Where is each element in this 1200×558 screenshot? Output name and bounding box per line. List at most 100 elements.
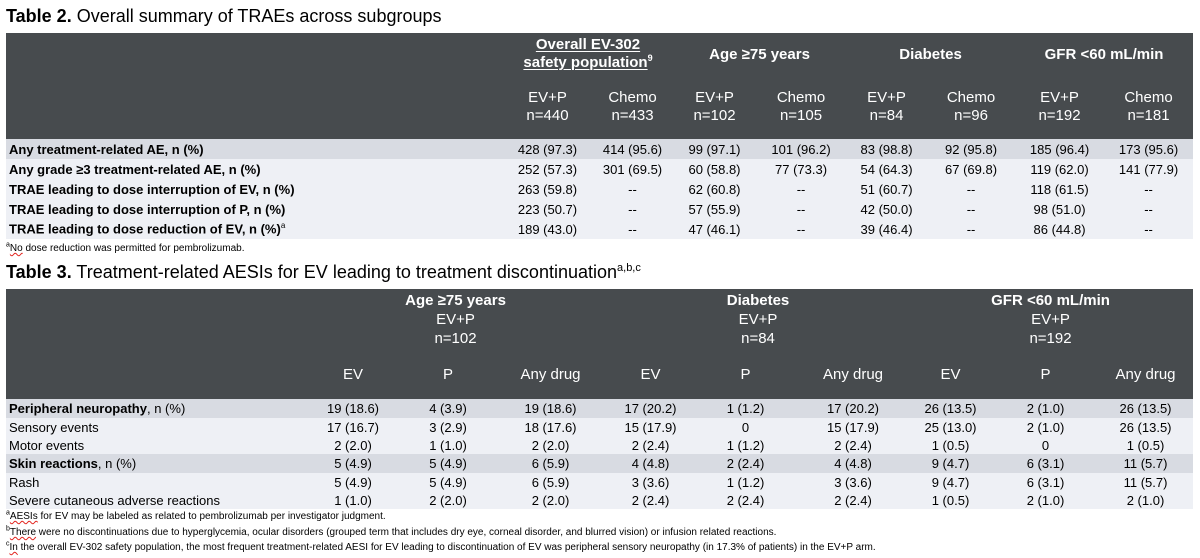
table3-caption: Table 3. Treatment-related AESIs for EV … xyxy=(6,261,641,283)
table-cell: 2 (1.0) xyxy=(993,418,1099,436)
table-cell: -- xyxy=(1104,219,1194,239)
table-cell: 26 (13.5) xyxy=(1098,418,1194,436)
table-cell: 99 (97.1) xyxy=(673,139,757,159)
table2-group-overall-line1: Overall EV-302 xyxy=(535,36,641,53)
table2-group-age-title: Age ≥75 years xyxy=(709,45,810,63)
table-cell: 118 (61.5) xyxy=(1015,179,1105,199)
table-cell: 101 (96.2) xyxy=(756,139,847,159)
table3-footnote-a: aAESIs for EV may be labeled as related … xyxy=(6,510,386,523)
table-row: Sensory events 17 (16.7) 3 (2.9) 18 (17.… xyxy=(6,418,1194,436)
table2-group-age: Age ≥75 years xyxy=(673,33,847,75)
table2-subcol: Chemo n=181 xyxy=(1104,75,1194,139)
table-cell: 2 (2.0) xyxy=(493,491,609,509)
table2-subcol: EV+P n=84 xyxy=(846,75,928,139)
table2-caption: Table 2. Overall summary of TRAEs across… xyxy=(6,5,442,27)
table2-group-diabetes: Diabetes xyxy=(846,33,1016,75)
row-label: TRAE leading to dose interruption of P, … xyxy=(6,199,503,219)
table3-subcol: P xyxy=(403,349,493,399)
table3-footnote-b: bThere were no discontinuations due to h… xyxy=(6,526,776,539)
table-cell: 428 (97.3) xyxy=(503,139,592,159)
footnote-marker: c xyxy=(6,540,10,548)
table2-group-gfr: GFR <60 mL/min xyxy=(1015,33,1194,75)
table2-corner xyxy=(6,33,503,75)
table3-group-title: Diabetes xyxy=(726,291,790,309)
table3-footnote-c: cIn the overall EV-302 safety population… xyxy=(6,541,876,554)
row-label: Rash xyxy=(6,473,303,491)
table2-group-overall-sup: 9 xyxy=(647,53,653,63)
table3-caption-sup: a,b,c xyxy=(617,262,641,274)
table-row: Peripheral neuropathy, n (%) 19 (18.6) 4… xyxy=(6,399,1194,418)
table-cell: 2 (1.0) xyxy=(993,491,1099,509)
table2-subheader-blank xyxy=(6,75,503,139)
footnote-marker: a xyxy=(6,241,10,249)
table-cell: 263 (59.8) xyxy=(503,179,592,199)
table-row: Any treatment-related AE, n (%) 428 (97.… xyxy=(6,139,1194,159)
subcol-n: n=440 xyxy=(526,107,569,124)
table-cell: 1 (1.2) xyxy=(693,399,799,418)
table-cell: 141 (77.9) xyxy=(1104,159,1194,179)
table-cell: 19 (18.6) xyxy=(303,399,403,418)
table-row: Motor events 2 (2.0) 1 (1.0) 2 (2.0) 2 (… xyxy=(6,436,1194,454)
footnote-text: for EV may be labeled as related to pemb… xyxy=(37,511,386,522)
table-cell: -- xyxy=(927,219,1016,239)
table-cell: 5 (4.9) xyxy=(303,454,403,473)
footnote-word: AESIs xyxy=(9,511,38,522)
table-cell: 39 (46.4) xyxy=(846,219,928,239)
table-cell: 2 (2.0) xyxy=(493,436,609,454)
table-cell: 2 (2.0) xyxy=(303,436,403,454)
table-cell: 173 (95.6) xyxy=(1104,139,1194,159)
footnote-text: dose reduction was permitted for pembrol… xyxy=(22,243,245,254)
table-cell: 185 (96.4) xyxy=(1015,139,1105,159)
table-cell: 18 (17.6) xyxy=(493,418,609,436)
table-cell: 54 (64.3) xyxy=(846,159,928,179)
table-cell: 3 (2.9) xyxy=(403,418,493,436)
table-cell: 119 (62.0) xyxy=(1015,159,1105,179)
table-row: Severe cutaneous adverse reactions 1 (1.… xyxy=(6,491,1194,509)
table-cell: 4 (4.8) xyxy=(608,454,694,473)
row-label: TRAE leading to dose reduction of EV, n … xyxy=(6,219,503,239)
table3-subcol: Any drug xyxy=(493,349,609,399)
table-cell: 6 (3.1) xyxy=(993,473,1099,491)
table3-corner xyxy=(6,289,303,349)
table3-group-arm: EV+P xyxy=(738,310,778,328)
subcol-arm: Chemo xyxy=(608,89,657,106)
row-label: TRAE leading to dose interruption of EV,… xyxy=(6,179,503,199)
table2-subcol: EV+P n=440 xyxy=(503,75,592,139)
table-row: TRAE leading to dose reduction of EV, n … xyxy=(6,219,1194,239)
table2-subcol: EV+P n=192 xyxy=(1015,75,1105,139)
table-cell: 414 (95.6) xyxy=(592,139,674,159)
subcol-n: n=433 xyxy=(611,107,654,124)
table3-subcol: P xyxy=(993,349,1099,399)
row-label-suffix: , n (%) xyxy=(97,456,137,471)
table-cell: 98 (51.0) xyxy=(1015,199,1105,219)
table-cell: 86 (44.8) xyxy=(1015,219,1105,239)
table-cell: 1 (0.5) xyxy=(908,491,994,509)
subcol-arm: Chemo xyxy=(1124,89,1173,106)
table2-group-gfr-title: GFR <60 mL/min xyxy=(1044,45,1164,63)
table-cell: 1 (1.2) xyxy=(693,473,799,491)
table-cell: 83 (98.8) xyxy=(846,139,928,159)
table-cell: 9 (4.7) xyxy=(908,473,994,491)
row-label-text: TRAE leading to dose reduction of EV, n … xyxy=(9,221,281,237)
subcol-n: n=96 xyxy=(954,107,988,124)
table-cell: 9 (4.7) xyxy=(908,454,994,473)
table3-subheader: EV P Any drug EV P Any drug EV P Any dru… xyxy=(6,349,1194,399)
table-cell: 3 (3.6) xyxy=(798,473,909,491)
table3-group-title: Age ≥75 years xyxy=(405,291,506,309)
row-label-text: Peripheral neuropathy xyxy=(9,401,147,416)
subcol-n: n=102 xyxy=(693,107,736,124)
table2-group-diabetes-title: Diabetes xyxy=(899,45,962,63)
row-label-text: Skin reactions xyxy=(9,456,98,471)
table2-subcol: EV+P n=102 xyxy=(673,75,757,139)
table-cell: 2 (2.0) xyxy=(403,491,493,509)
table3-group-gfr: GFR <60 mL/min EV+P n=192 xyxy=(908,289,1194,349)
table3-subcol: Any drug xyxy=(1098,349,1194,399)
footnote-text: the overall EV-302 safety population, th… xyxy=(17,542,876,553)
table-cell: -- xyxy=(592,179,674,199)
table-cell: 1 (1.0) xyxy=(303,491,403,509)
table2-footnote: aNo dose reduction was permitted for pem… xyxy=(6,242,244,255)
table3-subcol: EV xyxy=(608,349,694,399)
table3: Age ≥75 years EV+P n=102 Diabetes EV+P n=84 … xyxy=(6,289,1194,509)
table-cell: 17 (20.2) xyxy=(608,399,694,418)
table-cell: 301 (69.5) xyxy=(592,159,674,179)
